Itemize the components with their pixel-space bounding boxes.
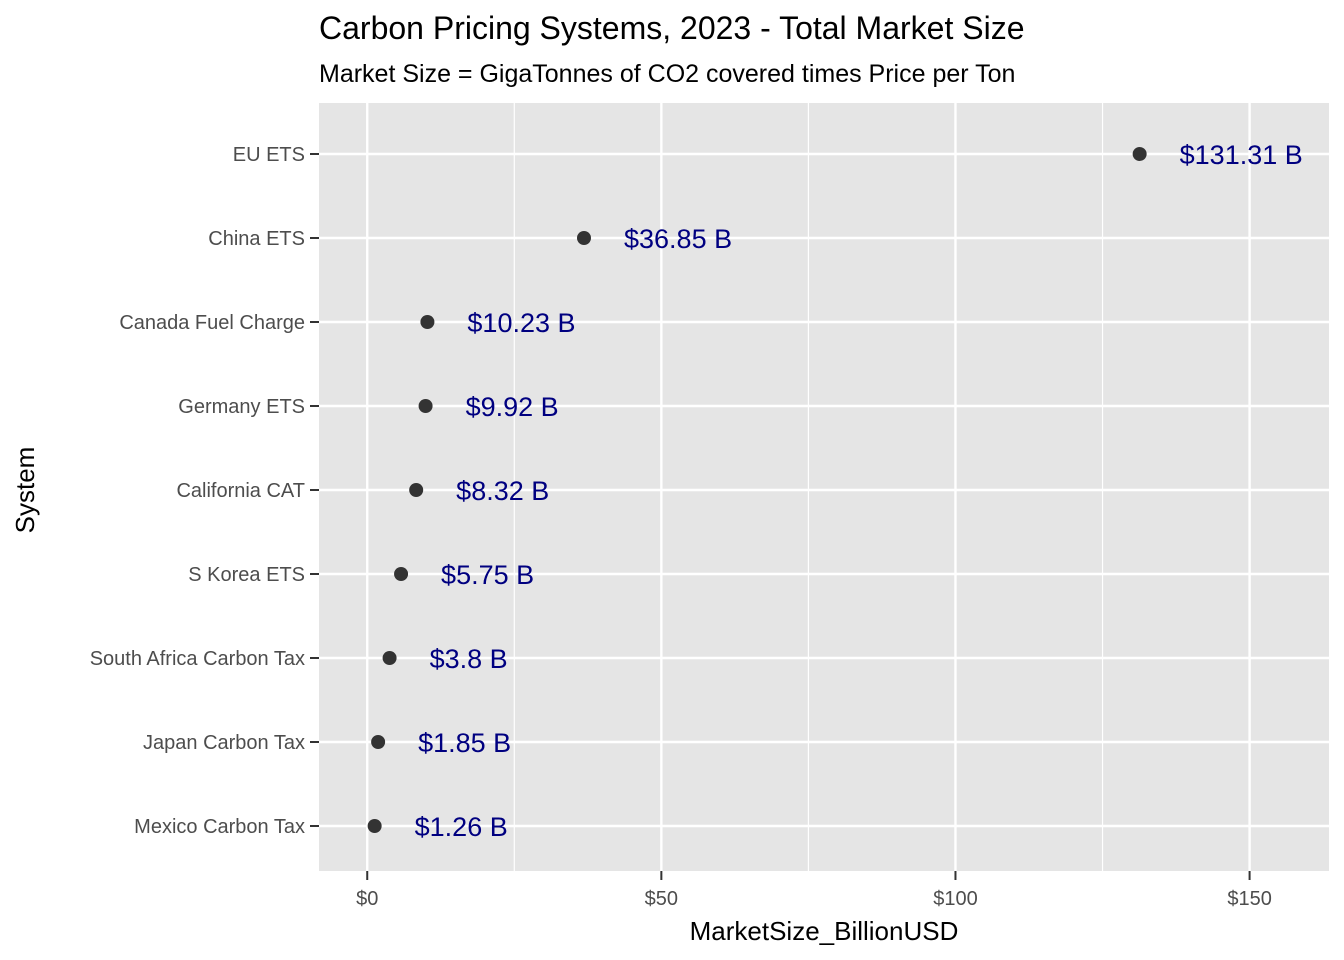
x-axis: $0 $50 $100 $150	[356, 871, 1272, 910]
x-tick-label: $150	[1227, 888, 1272, 910]
data-label: $1.85 B	[418, 728, 511, 758]
data-point	[367, 819, 382, 833]
y-tick-label: EU ETS	[233, 144, 305, 166]
data-point	[418, 399, 433, 413]
y-tick-label: California CAT	[176, 480, 305, 502]
y-axis: EU ETS China ETS Canada Fuel Charge Germany…	[90, 144, 319, 838]
data-label: $1.26 B	[415, 812, 508, 842]
y-tick-label: Canada Fuel Charge	[119, 312, 305, 334]
data-point	[420, 315, 435, 329]
x-tick-label: $0	[356, 888, 378, 910]
y-tick-label: Mexico Carbon Tax	[134, 816, 305, 838]
major-gridlines	[319, 103, 1329, 871]
y-axis-title: System	[10, 447, 40, 534]
data-point	[577, 231, 591, 245]
data-label: $5.75 B	[441, 560, 534, 590]
data-labels: $131.31 B $36.85 B $10.23 B $9.92 B $8.32 B $…	[415, 140, 1303, 842]
y-tick-label: Japan Carbon Tax	[143, 732, 305, 754]
data-point	[409, 483, 424, 497]
y-tick-label: Germany ETS	[178, 396, 305, 418]
data-point	[371, 735, 386, 749]
data-points	[367, 147, 1147, 833]
x-axis-title: MarketSize_BillionUSD	[690, 916, 959, 946]
x-tick-label: $100	[933, 888, 978, 910]
data-point	[394, 567, 409, 581]
data-label: $3.8 B	[430, 644, 508, 674]
chart-title: Carbon Pricing Systems, 2023 - Total Mar…	[319, 10, 1024, 46]
data-label: $8.32 B	[456, 476, 549, 506]
x-tick-label: $50	[645, 888, 678, 910]
chart-subtitle: Market Size = GigaTonnes of CO2 covered …	[319, 60, 1015, 88]
data-label: $36.85 B	[624, 224, 732, 254]
data-label: $131.31 B	[1180, 140, 1303, 170]
data-label: $9.92 B	[466, 392, 559, 422]
y-tick-label: China ETS	[208, 228, 305, 250]
data-point	[382, 651, 397, 665]
y-tick-label: S Korea ETS	[188, 564, 305, 586]
y-tick-label: South Africa Carbon Tax	[90, 648, 305, 670]
data-point	[1132, 147, 1147, 161]
data-label: $10.23 B	[467, 308, 575, 338]
